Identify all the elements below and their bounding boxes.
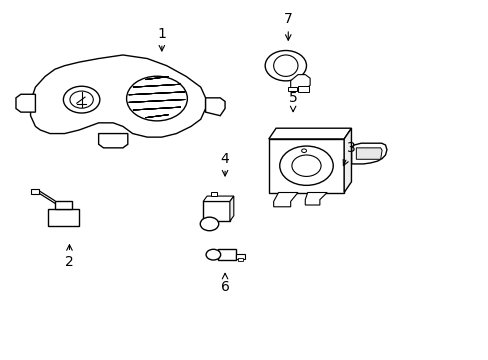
- Bar: [268, 139, 344, 193]
- Text: 4: 4: [220, 152, 229, 176]
- Bar: [47, 208, 79, 226]
- Polygon shape: [229, 196, 233, 221]
- Polygon shape: [305, 193, 326, 205]
- Bar: [287, 87, 296, 91]
- Polygon shape: [99, 134, 127, 148]
- Ellipse shape: [126, 76, 187, 121]
- Text: 6: 6: [220, 273, 229, 294]
- Polygon shape: [268, 128, 351, 139]
- Ellipse shape: [63, 86, 100, 113]
- Polygon shape: [316, 148, 351, 175]
- Ellipse shape: [205, 249, 220, 260]
- Polygon shape: [30, 55, 205, 137]
- Ellipse shape: [279, 146, 332, 185]
- Ellipse shape: [291, 155, 321, 176]
- Text: 3: 3: [343, 141, 355, 166]
- Bar: [30, 189, 39, 194]
- Text: 5: 5: [288, 91, 297, 112]
- Bar: [203, 202, 229, 221]
- Text: 1: 1: [157, 27, 166, 51]
- Polygon shape: [16, 94, 35, 112]
- Bar: [211, 192, 217, 196]
- Bar: [238, 258, 243, 261]
- Polygon shape: [203, 196, 233, 202]
- Bar: [217, 249, 236, 260]
- Polygon shape: [356, 148, 381, 159]
- Ellipse shape: [273, 55, 297, 76]
- Bar: [55, 201, 72, 208]
- Ellipse shape: [264, 50, 306, 81]
- Bar: [297, 86, 308, 93]
- Polygon shape: [344, 128, 351, 193]
- Ellipse shape: [301, 149, 306, 153]
- Text: 2: 2: [65, 245, 74, 269]
- Polygon shape: [351, 143, 386, 164]
- Text: 7: 7: [284, 12, 292, 40]
- Ellipse shape: [70, 91, 93, 108]
- Bar: [236, 254, 244, 259]
- Ellipse shape: [200, 217, 218, 231]
- Polygon shape: [273, 193, 297, 207]
- Polygon shape: [205, 98, 224, 116]
- Polygon shape: [290, 75, 309, 89]
